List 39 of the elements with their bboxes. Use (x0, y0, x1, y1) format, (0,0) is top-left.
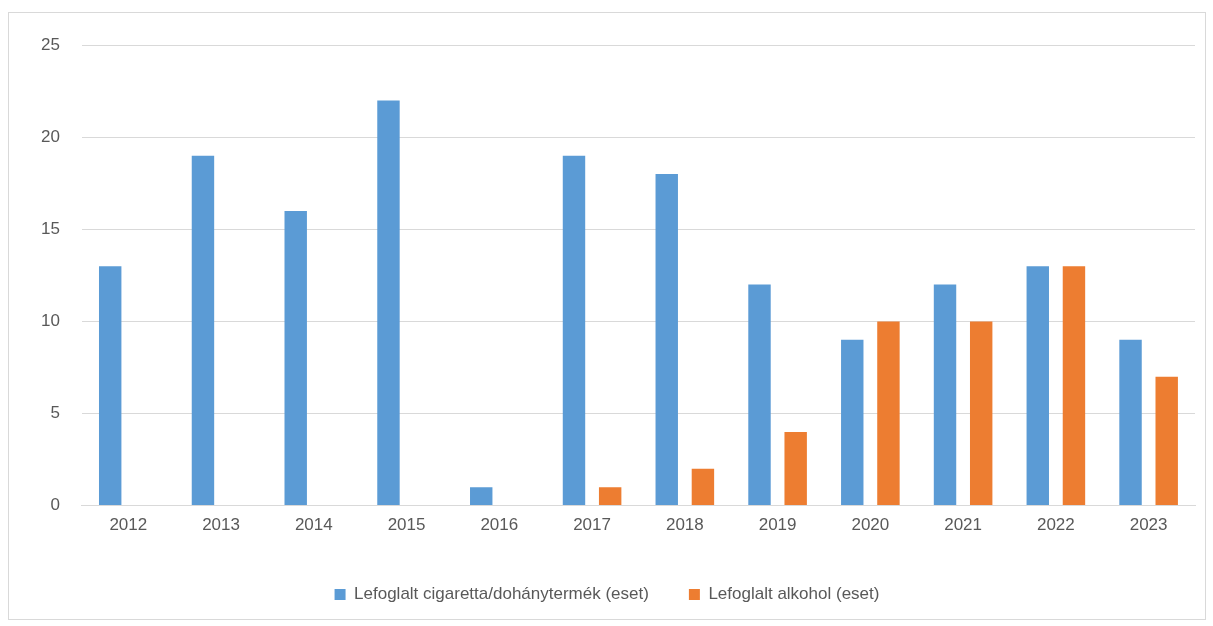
bar (748, 284, 771, 506)
legend-label: Lefoglalt cigaretta/dohánytermék (eset) (354, 584, 649, 604)
y-tick-label: 10 (40, 311, 60, 331)
bar (933, 284, 957, 506)
x-tick-label: 2018 (665, 515, 704, 535)
bar (98, 266, 122, 506)
y-tick-label: 5 (50, 403, 60, 423)
x-tick-label: 2020 (851, 515, 890, 535)
bar (691, 468, 715, 506)
x-tick-label: 2022 (1036, 515, 1075, 535)
bar (377, 100, 400, 506)
bar (284, 210, 307, 506)
bar (784, 431, 807, 506)
y-tick-label: 25 (40, 34, 60, 54)
bar (191, 155, 215, 506)
y-tick-label: 20 (40, 126, 60, 146)
bar (598, 487, 622, 506)
bar (1119, 339, 1142, 506)
x-tick-label: 2012 (109, 515, 148, 535)
x-tick-label: 2021 (944, 515, 983, 535)
bar (969, 321, 993, 506)
x-tick-label: 2013 (202, 515, 240, 535)
bar (470, 487, 493, 506)
x-tick-label: 2017 (573, 515, 611, 535)
legend-label: Lefoglalt alkohol (eset) (708, 584, 880, 604)
y-tick-label: 15 (40, 219, 60, 239)
bar (841, 339, 864, 506)
x-tick-label: 2016 (480, 515, 519, 535)
y-tick-label: 0 (50, 495, 60, 515)
bar (655, 174, 678, 506)
x-tick-label: 2019 (758, 515, 797, 535)
bar (562, 155, 586, 506)
x-tick-label: 2023 (1129, 515, 1168, 535)
x-tick-label: 2014 (294, 515, 333, 535)
x-tick-label: 2015 (387, 515, 426, 535)
bar (877, 321, 900, 506)
bar (1062, 266, 1086, 506)
bar (1026, 266, 1049, 506)
bar (1155, 376, 1178, 506)
